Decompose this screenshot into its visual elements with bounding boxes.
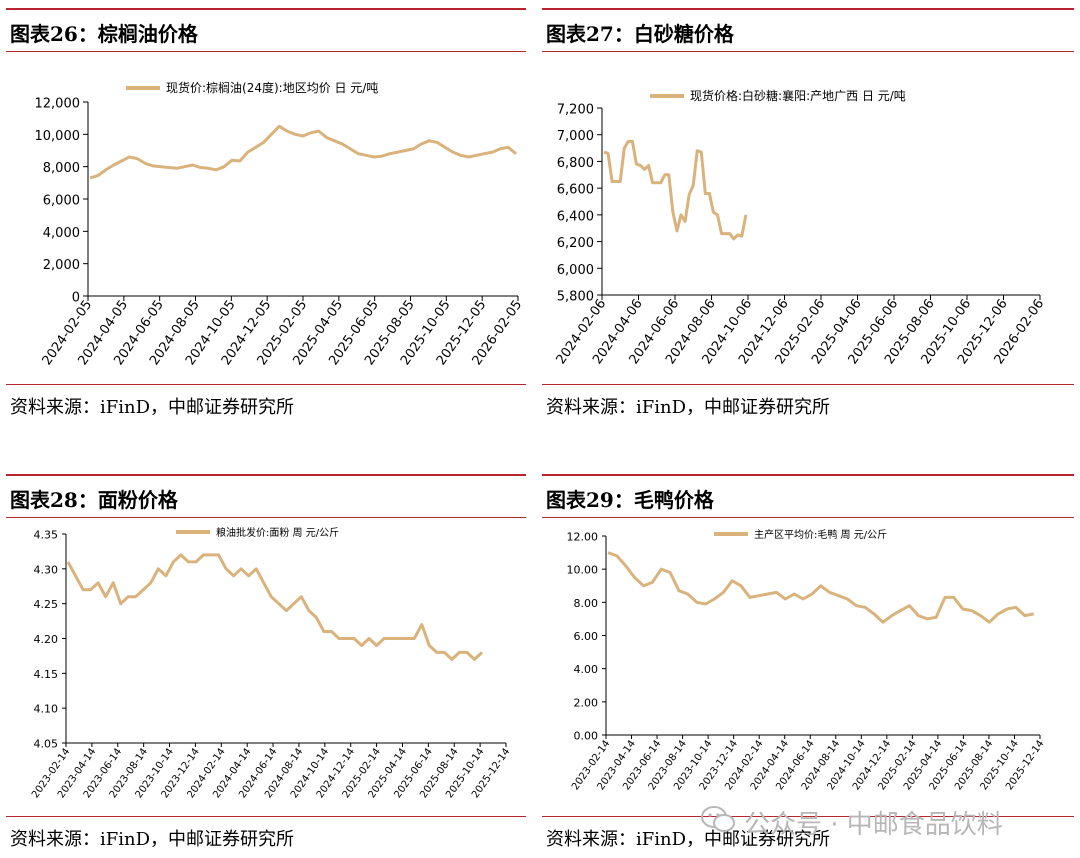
chart-svg: 现货价:棕榈油(24度):地区均价 日 元/吨 12,000 10,000 8,000… bbox=[35, 80, 526, 368]
chart-title: 图表29：毛鸭价格 bbox=[546, 488, 714, 512]
source-bar: 资料来源：iFinD，中邮证券研究所 bbox=[542, 816, 1074, 854]
y-tick-label: 2.00 bbox=[574, 696, 599, 709]
chart-title: 图表27：白砂糖价格 bbox=[546, 22, 734, 46]
y-tick-label: 4,000 bbox=[43, 226, 80, 241]
y-tick-label: 12.00 bbox=[567, 531, 599, 544]
chart-panel-duck: 图表29：毛鸭价格 主产区平均价:毛鸭 周 元/公斤 12.00 10.00 8.00… bbox=[542, 474, 1074, 858]
chart-svg: 主产区平均价:毛鸭 周 元/公斤 12.00 10.00 8.00 6.00 4.00 2.… bbox=[567, 528, 1047, 792]
chart-title-bar: 图表27：白砂糖价格 bbox=[542, 8, 1074, 52]
series-line bbox=[89, 124, 517, 180]
source-bar: 资料来源：iFinD，中邮证券研究所 bbox=[6, 816, 526, 854]
wechat-icon bbox=[701, 806, 735, 832]
y-tick-label: 8.00 bbox=[574, 597, 599, 610]
legend: 粮油批发价:面粉 周 元/公斤 bbox=[176, 526, 339, 539]
legend-label: 主产区平均价:毛鸭 周 元/公斤 bbox=[754, 528, 887, 541]
source-text: 资料来源：iFinD，中邮证券研究所 bbox=[10, 829, 295, 850]
source-text: 资料来源：iFinD，中邮证券研究所 bbox=[546, 397, 831, 418]
legend-label: 现货价格:白砂糖:襄阳:产地广西 日 元/吨 bbox=[690, 88, 906, 103]
legend-label: 现货价:棕榈油(24度):地区均价 日 元/吨 bbox=[166, 80, 378, 95]
series-line bbox=[603, 139, 748, 241]
y-tick-label: 6,400 bbox=[557, 209, 594, 224]
chart-title-bar: 图表29：毛鸭价格 bbox=[542, 474, 1074, 518]
source-bar: 资料来源：iFinD，中邮证券研究所 bbox=[542, 384, 1074, 422]
y-tick-label: 6.00 bbox=[574, 630, 599, 643]
chart-panel-palm-oil: 图表26：棕榈油价格 现货价:棕榈油(24度):地区均价 日 元/吨 12,000… bbox=[6, 8, 526, 432]
legend-label: 粮油批发价:面粉 周 元/公斤 bbox=[216, 526, 339, 539]
y-tick-label: 4.35 bbox=[34, 529, 59, 542]
source-text: 资料来源：iFinD，中邮证券研究所 bbox=[10, 397, 295, 418]
y-tick-label: 6,800 bbox=[557, 156, 594, 171]
source-bar: 资料来源：iFinD，中邮证券研究所 bbox=[6, 384, 526, 422]
y-tick-label: 2,000 bbox=[43, 258, 80, 273]
chart-title: 图表28：面粉价格 bbox=[10, 488, 178, 512]
y-tick-label: 10.00 bbox=[567, 564, 599, 577]
watermark-text: 公众号 · 中邮食品饮料 bbox=[744, 810, 1003, 840]
watermark: 公众号 · 中邮食品饮料 bbox=[700, 800, 1060, 840]
y-tick-label: 4.15 bbox=[34, 668, 59, 681]
y-tick-label: 4.30 bbox=[34, 563, 59, 576]
y-tick-label: 5,800 bbox=[557, 290, 594, 305]
y-tick-label: 6,000 bbox=[557, 263, 594, 278]
y-tick-label: 6,000 bbox=[43, 194, 80, 209]
y-tick-label: 0 bbox=[72, 291, 80, 306]
series-line bbox=[66, 553, 484, 661]
y-tick-label: 0.00 bbox=[574, 730, 599, 743]
legend: 现货价:棕榈油(24度):地区均价 日 元/吨 bbox=[126, 80, 378, 95]
chart-panel-sugar: 图表27：白砂糖价格 现货价格:白砂糖:襄阳:产地广西 日 元/吨 7,200 7,… bbox=[542, 8, 1074, 432]
source-text: 资料来源：iFinD，中邮证券研究所 bbox=[546, 829, 831, 850]
chart-title: 图表26：棕榈油价格 bbox=[10, 22, 198, 46]
y-tick-label: 10,000 bbox=[35, 129, 81, 144]
y-tick-label: 6,200 bbox=[557, 236, 594, 251]
chart-title-bar: 图表28：面粉价格 bbox=[6, 474, 526, 518]
y-tick-label: 4.00 bbox=[574, 663, 599, 676]
y-tick-label: 4.10 bbox=[34, 703, 59, 716]
y-tick-label: 4.25 bbox=[34, 598, 59, 611]
y-tick-label: 4.20 bbox=[34, 633, 59, 646]
chart-title-bar: 图表26：棕榈油价格 bbox=[6, 8, 526, 52]
y-tick-label: 12,000 bbox=[35, 97, 81, 112]
y-tick-label: 4.05 bbox=[34, 738, 59, 751]
chart-svg: 粮油批发价:面粉 周 元/公斤 4.35 4.30 4.25 4.20 4.15 4.10 4… bbox=[30, 526, 512, 800]
chart-panel-flour: 图表28：面粉价格 粮油批发价:面粉 周 元/公斤 4.35 4.30 4.25 4.2… bbox=[6, 474, 526, 858]
y-tick-label: 8,000 bbox=[43, 161, 80, 176]
legend: 现货价格:白砂糖:襄阳:产地广西 日 元/吨 bbox=[650, 88, 906, 103]
y-tick-label: 7,200 bbox=[557, 103, 594, 118]
legend: 主产区平均价:毛鸭 周 元/公斤 bbox=[714, 528, 887, 541]
y-tick-label: 7,000 bbox=[557, 129, 594, 144]
series-line bbox=[607, 551, 1034, 624]
y-tick-label: 6,600 bbox=[557, 183, 594, 198]
chart-svg: 现货价格:白砂糖:襄阳:产地广西 日 元/吨 7,200 7,000 6,800 6,6… bbox=[554, 88, 1048, 367]
